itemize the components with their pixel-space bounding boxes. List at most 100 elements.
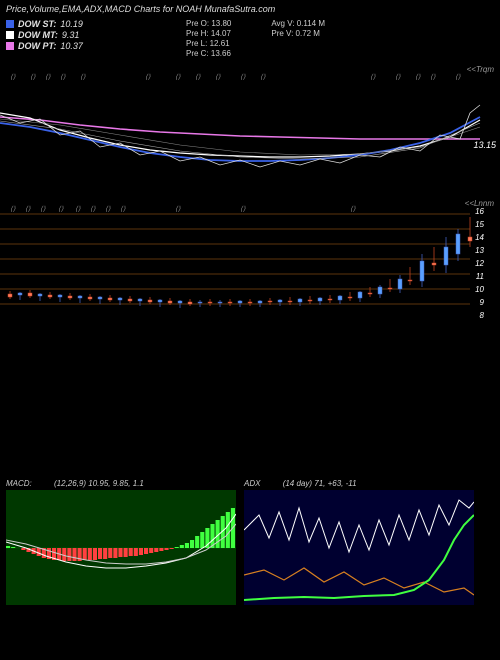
- candle: [444, 247, 448, 265]
- macd-hist-bar: [83, 548, 87, 560]
- candle: [378, 287, 382, 294]
- legend-label: DOW ST:: [18, 19, 56, 29]
- macd-svg: [6, 490, 236, 605]
- candle: [218, 302, 222, 303]
- svg-text:⟨⟩: ⟨⟩: [80, 73, 86, 81]
- svg-text:⟨⟩: ⟨⟩: [350, 205, 356, 213]
- ohlc-row: Pre V: 0.72 M: [271, 29, 325, 38]
- svg-text:⟨⟩: ⟨⟩: [105, 205, 111, 213]
- macd-hist-bar: [93, 548, 97, 560]
- legend-row: DOW MT:9.31: [6, 30, 186, 40]
- macd-hist-bar: [62, 548, 66, 561]
- candle: [228, 302, 232, 303]
- candle: [68, 296, 72, 298]
- candle: [18, 293, 22, 295]
- macd-hist-bar: [144, 548, 148, 554]
- grid-label: 11: [476, 272, 484, 281]
- candle: [148, 300, 152, 302]
- macd-hist-bar: [67, 548, 71, 561]
- candle: [248, 302, 252, 303]
- svg-text:⟨⟩: ⟨⟩: [455, 73, 461, 81]
- svg-text:⟨⟩: ⟨⟩: [58, 205, 64, 213]
- candle: [338, 296, 342, 300]
- main-axis-label: <<Trqm: [467, 65, 494, 74]
- legend-swatch: [6, 42, 14, 50]
- macd-params: (12,26,9) 10.95, 9.85, 1.1: [54, 479, 144, 488]
- svg-text:⟨⟩: ⟨⟩: [430, 73, 436, 81]
- macd-hist-bar: [11, 547, 15, 548]
- svg-text:⟨⟩: ⟨⟩: [90, 205, 96, 213]
- candle: [328, 299, 332, 300]
- grid-label: 14: [475, 233, 484, 242]
- candle: [58, 295, 62, 297]
- ohlc-row: Pre L: 12.61: [186, 39, 231, 48]
- macd-hist-bar: [180, 545, 184, 548]
- page-title: Price,Volume,EMA,ADX,MACD Charts for NOA…: [6, 4, 494, 14]
- candle: [38, 294, 42, 296]
- bottom-panels: MACD: (12,26,9) 10.95, 9.85, 1.1 ADX (14…: [0, 479, 500, 605]
- svg-text:⟨⟩: ⟨⟩: [120, 205, 126, 213]
- adx-panel: ADX (14 day) 71, +63, -11: [244, 479, 474, 605]
- macd-hist-bar: [6, 546, 10, 548]
- macd-label: MACD:: [6, 479, 32, 488]
- macd-hist-bar: [154, 548, 158, 552]
- ohlc-row: Pre O: 13.80: [186, 19, 231, 28]
- candle: [168, 301, 172, 303]
- legend-label: DOW PT:: [18, 41, 56, 51]
- candle: [48, 295, 52, 297]
- adx-svg: [244, 490, 474, 605]
- grid-label: 9: [480, 298, 485, 307]
- candle: [388, 288, 392, 289]
- macd-hist-bar: [72, 548, 76, 561]
- svg-text:⟨⟩: ⟨⟩: [60, 73, 66, 81]
- candle: [420, 261, 424, 281]
- grid-label: 15: [475, 220, 484, 229]
- candle: [258, 301, 262, 303]
- svg-text:⟨⟩: ⟨⟩: [175, 205, 181, 213]
- svg-text:⟨⟩: ⟨⟩: [395, 73, 401, 81]
- macd-header: MACD: (12,26,9) 10.95, 9.85, 1.1: [6, 479, 236, 488]
- candle: [358, 292, 362, 298]
- candle: [28, 293, 32, 296]
- adx-label: ADX: [244, 479, 260, 488]
- candle: [456, 234, 460, 254]
- last-price-label: 13.15: [473, 140, 496, 150]
- grid-label: 13: [475, 246, 484, 255]
- candle: [138, 299, 142, 301]
- candle: [308, 300, 312, 301]
- svg-text:⟨⟩: ⟨⟩: [10, 205, 16, 213]
- candle: [432, 263, 436, 265]
- macd-hist-bar: [124, 548, 128, 557]
- macd-hist-bar: [195, 536, 199, 548]
- legend-value: 10.37: [60, 41, 83, 51]
- candle: [98, 297, 102, 299]
- legend-row: DOW PT: 10.37: [6, 41, 186, 51]
- macd-hist-bar: [185, 543, 189, 548]
- candle: [108, 298, 112, 300]
- candle: [8, 294, 12, 297]
- legend-row: DOW ST:10.19: [6, 19, 186, 29]
- macd-hist-bar: [164, 548, 168, 550]
- legend: DOW ST:10.19DOW MT:9.31DOW PT: 10.37: [6, 18, 186, 59]
- macd-hist-bar: [108, 548, 112, 558]
- candle: [238, 301, 242, 303]
- grid-label: 16: [475, 207, 484, 216]
- candle-chart-svg: ⟨⟩⟨⟩⟨⟩⟨⟩⟨⟩⟨⟩⟨⟩⟨⟩⟨⟩⟨⟩⟨⟩1615141312111098: [0, 199, 488, 319]
- svg-text:⟨⟩: ⟨⟩: [240, 205, 246, 213]
- main-chart-svg: ⟨⟩⟨⟩⟨⟩⟨⟩⟨⟩⟨⟩⟨⟩⟨⟩⟨⟩⟨⟩⟨⟩⟨⟩⟨⟩⟨⟩⟨⟩⟨⟩: [0, 65, 488, 195]
- candle: [118, 298, 122, 300]
- macd-hist-bar: [21, 548, 25, 550]
- ohlc-block: Pre O: 13.80Pre H: 14.07Pre L: 12.61Pre …: [186, 18, 325, 59]
- grid-label: 12: [475, 259, 484, 268]
- adx-params: (14 day) 71, +63, -11: [283, 479, 357, 488]
- candle: [188, 302, 192, 304]
- candle: [318, 298, 322, 301]
- candle-chart: ⟨⟩⟨⟩⟨⟩⟨⟩⟨⟩⟨⟩⟨⟩⟨⟩⟨⟩⟨⟩⟨⟩1615141312111098 <…: [0, 199, 500, 319]
- macd-hist-bar: [190, 540, 194, 548]
- ohlc-row: Avg V: 0.114 M: [271, 19, 325, 28]
- svg-text:⟨⟩: ⟨⟩: [195, 73, 201, 81]
- svg-text:⟨⟩: ⟨⟩: [260, 73, 266, 81]
- candle: [88, 297, 92, 299]
- macd-hist-bar: [159, 548, 163, 551]
- macd-hist-bar: [129, 548, 133, 556]
